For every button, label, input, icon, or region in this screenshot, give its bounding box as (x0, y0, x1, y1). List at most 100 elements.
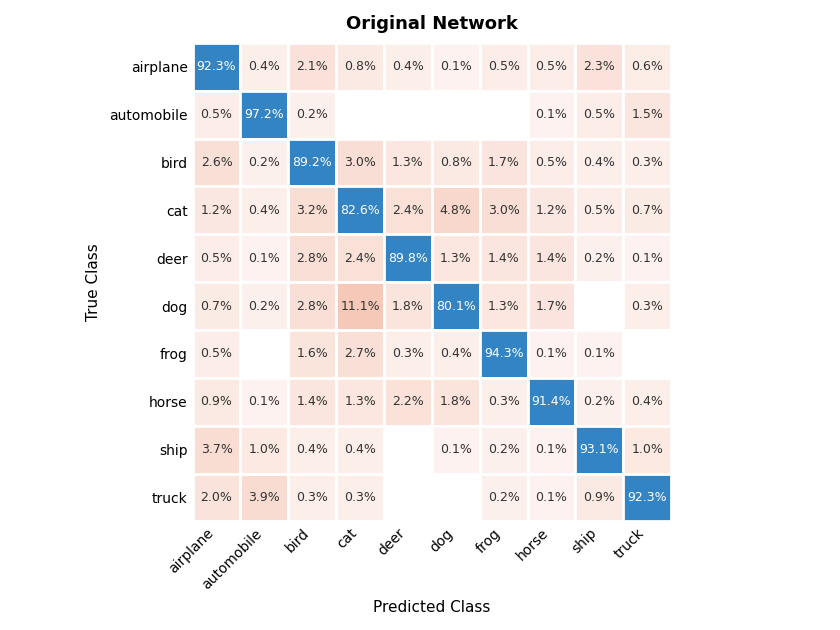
Bar (623, 282, 671, 330)
Bar (240, 282, 288, 330)
Bar (528, 186, 575, 234)
Bar (623, 91, 671, 139)
Bar (288, 139, 336, 186)
Bar (575, 234, 623, 282)
Text: 1.8%: 1.8% (392, 300, 424, 312)
Bar (575, 91, 623, 139)
Bar (480, 426, 528, 474)
Text: 1.0%: 1.0% (632, 443, 663, 456)
Bar (480, 378, 528, 426)
Text: 0.2%: 0.2% (297, 108, 328, 121)
Text: 0.1%: 0.1% (249, 395, 281, 408)
Text: 0.2%: 0.2% (584, 395, 615, 408)
Text: 0.4%: 0.4% (249, 204, 281, 217)
Bar (480, 186, 528, 234)
Text: 2.0%: 2.0% (201, 491, 233, 504)
Bar (288, 426, 336, 474)
Bar (480, 474, 528, 522)
Text: 0.2%: 0.2% (249, 300, 281, 312)
Bar (192, 282, 240, 330)
Text: 2.3%: 2.3% (584, 60, 615, 73)
Bar (192, 474, 240, 522)
Text: 0.8%: 0.8% (440, 156, 472, 169)
Bar (240, 330, 288, 378)
Bar (384, 330, 432, 378)
Bar (528, 378, 575, 426)
Text: 0.7%: 0.7% (201, 300, 233, 312)
Bar (432, 91, 480, 139)
Bar (336, 282, 384, 330)
Text: 0.9%: 0.9% (584, 491, 615, 504)
Bar (192, 234, 240, 282)
Text: 0.2%: 0.2% (249, 156, 281, 169)
Bar (384, 186, 432, 234)
Bar (240, 234, 288, 282)
Bar (575, 426, 623, 474)
Text: 0.3%: 0.3% (392, 347, 424, 360)
Bar (192, 43, 240, 91)
Text: 1.0%: 1.0% (249, 443, 281, 456)
Bar (528, 91, 575, 139)
Bar (575, 330, 623, 378)
Bar (240, 139, 288, 186)
Bar (192, 139, 240, 186)
Text: 0.5%: 0.5% (201, 252, 233, 265)
Text: 0.4%: 0.4% (249, 60, 281, 73)
Bar (192, 91, 240, 139)
Text: 1.3%: 1.3% (488, 300, 519, 312)
Bar (336, 378, 384, 426)
Text: 1.8%: 1.8% (440, 395, 472, 408)
Text: 2.8%: 2.8% (297, 300, 328, 312)
Bar (384, 91, 432, 139)
Bar (528, 426, 575, 474)
Text: 0.3%: 0.3% (488, 395, 520, 408)
Bar (480, 43, 528, 91)
Text: 80.1%: 80.1% (436, 300, 475, 312)
Bar (575, 282, 623, 330)
Bar (384, 139, 432, 186)
Bar (623, 426, 671, 474)
Bar (288, 234, 336, 282)
Bar (480, 330, 528, 378)
Text: 89.2%: 89.2% (292, 156, 332, 169)
Bar (192, 330, 240, 378)
Text: 91.4%: 91.4% (532, 395, 571, 408)
Text: 0.5%: 0.5% (201, 108, 233, 121)
Text: 0.1%: 0.1% (440, 60, 472, 73)
Bar (336, 186, 384, 234)
Text: 0.4%: 0.4% (344, 443, 376, 456)
Bar (336, 43, 384, 91)
Bar (480, 139, 528, 186)
Bar (528, 330, 575, 378)
Text: 0.1%: 0.1% (536, 491, 568, 504)
Bar (575, 139, 623, 186)
Bar (288, 282, 336, 330)
Text: 1.7%: 1.7% (536, 300, 568, 312)
X-axis label: Predicted Class: Predicted Class (373, 600, 491, 615)
Text: 0.1%: 0.1% (536, 443, 568, 456)
Bar (384, 234, 432, 282)
Text: 3.7%: 3.7% (201, 443, 233, 456)
Bar (336, 330, 384, 378)
Text: 1.5%: 1.5% (632, 108, 663, 121)
Bar (480, 282, 528, 330)
Text: 0.2%: 0.2% (488, 491, 520, 504)
Bar (336, 91, 384, 139)
Text: 0.3%: 0.3% (632, 300, 663, 312)
Text: 2.7%: 2.7% (344, 347, 376, 360)
Text: 3.0%: 3.0% (344, 156, 376, 169)
Text: 1.6%: 1.6% (297, 347, 328, 360)
Text: 89.8%: 89.8% (388, 252, 428, 265)
Title: Original Network: Original Network (346, 15, 517, 33)
Text: 1.7%: 1.7% (488, 156, 520, 169)
Bar (528, 234, 575, 282)
Text: 2.4%: 2.4% (344, 252, 376, 265)
Bar (192, 426, 240, 474)
Text: 0.3%: 0.3% (344, 491, 376, 504)
Text: 1.4%: 1.4% (488, 252, 519, 265)
Text: 0.2%: 0.2% (488, 443, 520, 456)
Bar (240, 474, 288, 522)
Bar (432, 186, 480, 234)
Bar (575, 43, 623, 91)
Text: 0.5%: 0.5% (535, 156, 568, 169)
